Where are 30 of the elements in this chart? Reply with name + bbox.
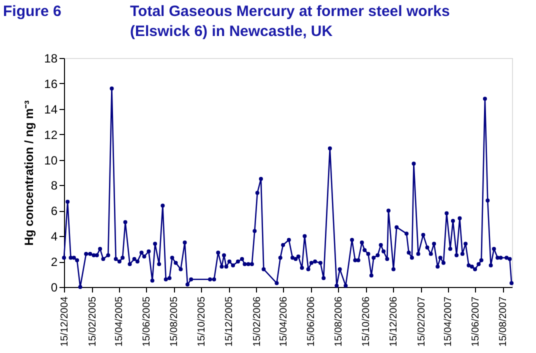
chart-title: Total Gaseous Mercury at former steel works (Elswick 6) in Newcastle, UK: [130, 3, 450, 40]
x-tick-label: 15/06/2005: [142, 296, 153, 347]
x-tick-label: 15/10/2006: [361, 296, 372, 347]
x-tick-label: 15/02/2005: [87, 296, 98, 347]
y-tick-label: 16: [44, 76, 58, 91]
x-tick-label: 15/12/2006: [388, 296, 400, 347]
caption: Figure 6: [3, 3, 62, 20]
y-tick-label: 2: [50, 255, 58, 270]
y-tick-label: 10: [44, 153, 58, 168]
x-tick-label: 15/04/2005: [114, 296, 126, 347]
x-tick-label: 15/04/2007: [443, 296, 454, 347]
x-tick-label: 15/12/2004: [60, 296, 70, 347]
y-tick-label: 4: [50, 230, 58, 244]
y-axis-title: Hg concentration / ng m⁻³: [22, 100, 36, 246]
y-tick-label: 0: [50, 280, 58, 294]
x-tick-label: 15/06/2006: [306, 296, 318, 347]
x-tick-label: 15/06/2007: [470, 296, 482, 347]
x-tick-label: 15/08/2006: [334, 296, 345, 347]
x-tick-label: 15/12/2005: [224, 296, 236, 347]
y-tick-label: 6: [50, 204, 58, 218]
y-tick-label: 12: [44, 128, 58, 142]
x-tick-label: 15/02/2007: [416, 296, 428, 347]
x-tick-label: 15/04/2006: [278, 296, 290, 347]
y-tick-label: 14: [44, 102, 58, 116]
x-tick-label: 15/08/2005: [169, 296, 180, 347]
y-tick-label: 18: [44, 52, 58, 66]
x-tick-label: 15/08/2007: [498, 296, 510, 347]
x-tick-label: 15/10/2005: [196, 296, 208, 347]
x-tick-label: 15/02/2006: [252, 296, 263, 347]
y-tick-label: 8: [50, 178, 58, 193]
